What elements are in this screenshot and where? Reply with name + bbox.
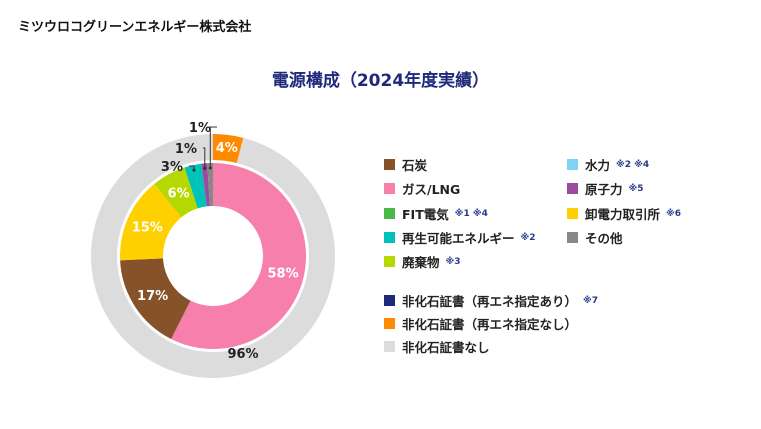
leader-dot <box>208 166 212 170</box>
legend-label: その他 <box>585 231 623 246</box>
outer-slice <box>213 134 244 164</box>
legend-swatch <box>384 232 395 243</box>
inner-slice <box>207 163 213 207</box>
legend-label: FIT電気 <box>402 207 449 222</box>
legend-note: ※5 <box>628 183 644 194</box>
inner-data-label: 3% <box>161 160 183 175</box>
legend-label: 原子力 <box>585 182 623 197</box>
legend-swatch <box>384 295 395 306</box>
legend-item: その他 <box>567 228 623 247</box>
chart-title: 電源構成（2024年度実績） <box>271 71 490 91</box>
leader-line <box>203 147 206 169</box>
outer-data-label: 96% <box>227 347 258 362</box>
legend-item: FIT電気 ※1 ※4 <box>384 204 488 223</box>
legend-item: 非化石証書なし <box>384 337 490 356</box>
legend-item: 廃棄物 ※3 <box>384 252 461 271</box>
legend-item: 水力 ※2 ※4 <box>567 155 649 174</box>
inner-data-label: 1% <box>189 121 211 136</box>
legend-swatch <box>384 256 395 267</box>
leader-line <box>209 126 217 169</box>
legend-item: 卸電力取引所 ※6 <box>567 204 681 223</box>
legend-item: 石炭 <box>384 155 427 174</box>
legend-note: ※2 <box>520 232 536 243</box>
legend-item: 原子力 ※5 <box>567 179 644 198</box>
inner-slice <box>120 258 191 340</box>
legend-item: ガス/LNG <box>384 179 460 198</box>
inner-slice <box>154 167 198 218</box>
legend-swatch <box>567 159 578 170</box>
inner-slice <box>120 183 182 261</box>
legend-label: 非化石証書（再エネ指定あり） <box>402 294 578 309</box>
legend-label: 卸電力取引所 <box>585 207 661 222</box>
legend-note: ※3 <box>445 256 461 267</box>
inner-data-label: 15% <box>132 221 163 236</box>
legend-swatch <box>384 183 395 194</box>
legend-label: 廃棄物 <box>402 255 440 270</box>
legend-swatch <box>384 208 395 219</box>
inner-data-label: 58% <box>267 267 298 282</box>
outer-data-label: 4% <box>216 141 238 156</box>
legend-note: ※6 <box>666 208 682 219</box>
leader-dot <box>203 166 207 170</box>
legend-item: 再生可能エネルギー ※2 <box>384 228 536 247</box>
legend-label: 再生可能エネルギー <box>402 231 515 246</box>
legend-label: 非化石証書なし <box>402 340 490 355</box>
inner-data-label: 6% <box>168 187 190 202</box>
legend-note: ※7 <box>583 295 599 306</box>
inner-slice <box>171 163 306 349</box>
legend-label: 石炭 <box>402 158 428 173</box>
inner-slice <box>201 163 210 207</box>
legend-swatch <box>567 208 578 219</box>
legend-label: ガス/LNG <box>402 182 461 197</box>
leader-dot <box>192 168 196 172</box>
company-name: ミツウロコグリーンエネルギー株式会社 <box>18 20 252 35</box>
legend-swatch <box>567 232 578 243</box>
inner-slice <box>184 163 207 209</box>
legend-item: 非化石証書（再エネ指定なし） <box>384 314 577 333</box>
legend-note: ※2 ※4 <box>616 159 650 170</box>
legend-swatch <box>384 318 395 329</box>
legend-label: 水力 <box>585 158 611 173</box>
legend-swatch <box>384 341 395 352</box>
legend-label: 非化石証書（再エネ指定なし） <box>402 317 578 332</box>
legend-note: ※1 ※4 <box>454 208 488 219</box>
legend-swatch <box>384 159 395 170</box>
legend-swatch <box>567 183 578 194</box>
inner-data-label: 17% <box>137 289 168 304</box>
legend-item: 非化石証書（再エネ指定あり） ※7 <box>384 291 598 310</box>
inner-data-label: 1% <box>175 142 197 157</box>
